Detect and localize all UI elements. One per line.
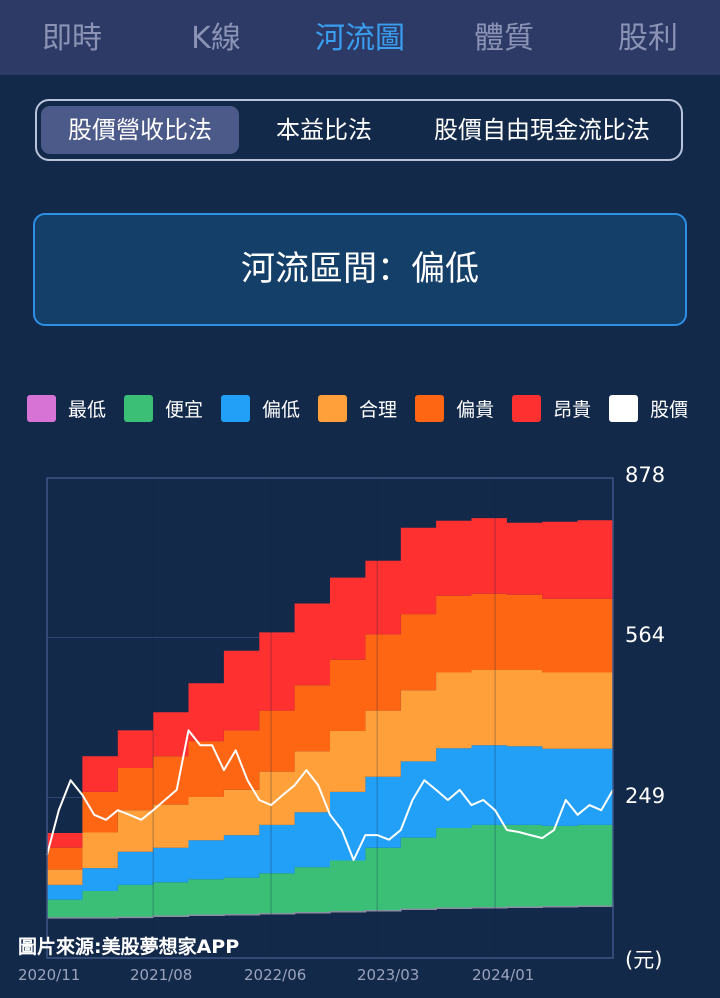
legend-item: 便宜 [124,395,203,422]
price-point [423,779,426,782]
price-point [517,831,520,833]
price-point [175,789,178,791]
legend-label: 合理 [359,399,398,421]
x-tick-label: 2020/11 [18,966,81,984]
band-昂貴 [47,517,613,848]
price-point [494,809,496,811]
tab-fundamentals[interactable]: 體質 [474,21,534,56]
price-point [282,794,284,796]
legend-swatch [415,395,445,422]
price-point [128,813,131,816]
legend-item: 股價 [609,395,688,422]
x-tick-label: 2022/06 [244,966,307,984]
legend-label: 偏低 [262,399,301,421]
tab-river-chart[interactable]: 河流圖 [315,21,405,56]
price-point [470,804,473,806]
x-tick-label: 2024/01 [472,966,535,984]
band-偏低 [47,745,613,900]
y-axis-unit: (元) [625,948,663,972]
price-point [246,779,249,782]
price-point [458,789,461,791]
price-point [305,769,308,771]
legend-swatch [609,395,639,422]
y-tick-label: 878 [625,463,666,487]
legend-label: 昂貴 [553,399,592,421]
price-point [506,829,508,831]
legend-swatch [512,395,542,422]
price-point [364,834,367,836]
price-point [600,809,603,811]
price-point [541,837,544,839]
price-point [565,799,567,801]
band-偏貴 [47,593,613,870]
price-point [69,779,72,782]
x-tick-label: 2023/03 [357,966,420,984]
tab-kline[interactable]: K線 [191,21,241,56]
y-tick-label: 564 [625,623,666,647]
price-point [317,784,320,787]
x-tick-label: 2021/08 [130,966,193,984]
price-point [588,804,591,806]
price-point [529,834,532,836]
legend-item: 最低 [27,395,106,422]
plot-frame [46,477,614,959]
top-tab-bar: 即時 K線 河流圖 體質 股利 [0,0,720,75]
price-point [270,804,272,806]
legend-label: 偏貴 [456,399,495,421]
price-point [553,829,555,831]
price-point [340,829,343,831]
legend-swatch [124,395,154,422]
price-point [482,799,485,801]
legend-swatch [318,395,348,422]
legend-label: 便宜 [165,399,204,421]
price-point [223,769,225,771]
tab-realtime[interactable]: 即時 [42,21,102,56]
river-zone-status: 河流區間：偏低 [33,213,687,326]
band-合理 [47,668,613,885]
method-segmented-control: 股價營收比法 本益比法 股價自由現金流比法 [35,99,683,161]
price-point [152,809,154,811]
price-point [57,809,60,811]
price-point [199,744,202,746]
price-point [105,819,107,821]
y-tick-label: 249 [625,784,666,808]
price-point [435,789,437,791]
legend-item: 合理 [318,395,397,422]
tab-dividend[interactable]: 股利 [618,21,678,56]
chart-legend: 最低 便宜 偏低 合理 偏貴 昂貴 股價 [27,395,706,422]
price-point [164,799,166,801]
price-point [140,819,143,821]
price-point [93,813,95,816]
image-source-watermark: 圖片來源:美股夢想家APP [18,936,240,958]
legend-label: 股價 [650,399,689,421]
legend-item: 偏低 [221,395,300,422]
method-price-to-sales[interactable]: 股價營收比法 [41,106,239,154]
price-point [258,799,261,801]
price-point [411,799,414,801]
price-point [187,729,190,732]
price-point [447,799,449,801]
price-point [352,859,355,861]
legend-swatch [27,395,56,422]
price-point [293,784,296,787]
price-point [116,809,119,811]
price-point [81,794,84,796]
price-point [576,813,579,816]
legend-item: 偏貴 [415,395,494,422]
band-便宜 [47,817,613,918]
method-price-to-fcf[interactable]: 股價自由現金流比法 [434,116,650,144]
price-point [388,838,390,841]
legend-label: 最低 [68,399,107,421]
price-point [399,829,402,831]
legend-swatch [221,395,251,422]
band-最低-line [47,898,614,919]
price-point [211,744,213,746]
method-pe-ratio[interactable]: 本益比法 [276,116,372,144]
price-point [329,813,331,816]
price-point [376,834,378,836]
price-point [234,749,237,752]
legend-item: 昂貴 [512,395,591,422]
